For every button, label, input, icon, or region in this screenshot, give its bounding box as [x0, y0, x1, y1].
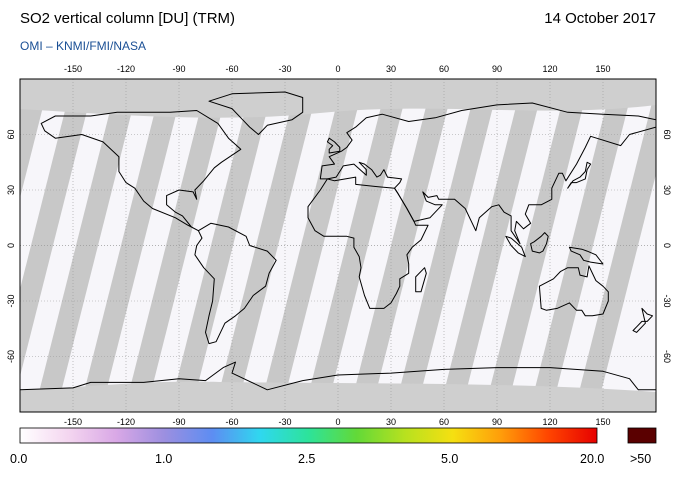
lat-tick-label: 30 [6, 185, 16, 195]
data-source-credit: OMI – KNMI/FMI/NASA [20, 39, 147, 53]
orbit-swath [574, 86, 656, 412]
lon-tick-label: -90 [172, 417, 185, 427]
orbit-swath [349, 79, 455, 412]
lon-tick-label: 120 [542, 64, 557, 74]
orbit-swath [124, 79, 230, 412]
lon-tick-label: -150 [64, 64, 82, 74]
lon-tick-label: 0 [335, 64, 340, 74]
colorbar-label-2: 2.5 [298, 452, 316, 466]
coastline-europe-asia [319, 102, 656, 245]
coastline-new-guinea [568, 246, 604, 265]
lat-tick-label: 30 [662, 185, 672, 195]
coastline-sumatra [505, 235, 526, 258]
left-latitude-labels: 60 30 0 -30 -60 [6, 129, 16, 363]
colorbar-label-0: 0.0 [10, 452, 28, 466]
orbit-swath [304, 79, 410, 412]
right-latitude-labels: 60 30 0 -30 -60 [662, 129, 672, 363]
orbit-swath [259, 79, 365, 412]
orbit-swath [34, 79, 140, 412]
coastline-japan [567, 161, 592, 189]
colorbar-label-5: >50 [630, 452, 652, 466]
lon-tick-label: 0 [335, 417, 340, 427]
coastline-australia [538, 265, 609, 317]
coastline-north-america [40, 110, 242, 232]
orbit-swath [394, 79, 500, 412]
coastlines [20, 91, 656, 391]
lat-tick-label: -30 [6, 294, 16, 307]
lon-tick-label: -120 [117, 417, 135, 427]
lat-tick-label: -60 [662, 350, 672, 363]
lat-tick-label: 60 [6, 129, 16, 139]
coastline-greenland [208, 91, 304, 135]
colorbar [19, 427, 598, 444]
lon-tick-label: 90 [492, 417, 502, 427]
lon-tick-label: -150 [64, 417, 82, 427]
coastline-madagascar [415, 267, 427, 293]
orbit-swath [169, 79, 275, 412]
map-date: 14 October 2017 [544, 10, 656, 27]
lon-tick-label: 60 [439, 417, 449, 427]
bottom-longitude-labels: -150 -120 -90 -60 -30 0 30 60 90 120 150 [64, 417, 611, 427]
coastline-new-zealand [632, 307, 653, 333]
top-longitude-labels: -150 -120 -90 -60 -30 0 30 60 90 120 150 [64, 64, 611, 74]
lon-tick-label: -30 [278, 64, 291, 74]
graticule [20, 79, 656, 412]
lon-tick-label: 150 [595, 64, 610, 74]
lat-tick-label: -30 [662, 294, 672, 307]
lon-tick-label: -120 [117, 64, 135, 74]
orbit-swath [529, 79, 635, 412]
coastline-antarctica [20, 361, 656, 391]
lon-tick-label: 30 [386, 64, 396, 74]
coastline-africa [307, 176, 429, 309]
colorbar-label-1: 1.0 [155, 452, 173, 466]
lat-tick-label: 60 [662, 129, 672, 139]
coastline-south-america [194, 222, 277, 345]
coastline-great-britain [326, 137, 341, 154]
colorbar-overflow-swatch [627, 427, 657, 444]
colorbar-label-3: 5.0 [441, 452, 459, 466]
colorbar-label-4: 20.0 [580, 452, 605, 466]
lat-tick-label: 0 [662, 243, 672, 248]
antarctic-nodata [20, 381, 656, 412]
lon-tick-label: 120 [542, 417, 557, 427]
coastline-borneo [530, 232, 549, 254]
lon-tick-label: 30 [386, 417, 396, 427]
lon-tick-label: -30 [278, 417, 291, 427]
lat-tick-label: -60 [6, 350, 16, 363]
map-title: SO2 vertical column [DU] (TRM) [20, 10, 236, 27]
orbit-swath [20, 79, 95, 377]
lat-tick-label: 0 [6, 243, 16, 248]
lon-tick-label: -60 [225, 64, 238, 74]
orbit-swath [484, 79, 590, 412]
lon-tick-label: 150 [595, 417, 610, 427]
lon-tick-label: 60 [439, 64, 449, 74]
orbit-swath [439, 79, 545, 412]
lon-tick-label: -90 [172, 64, 185, 74]
lon-tick-label: 90 [492, 64, 502, 74]
lon-tick-label: -60 [225, 417, 238, 427]
